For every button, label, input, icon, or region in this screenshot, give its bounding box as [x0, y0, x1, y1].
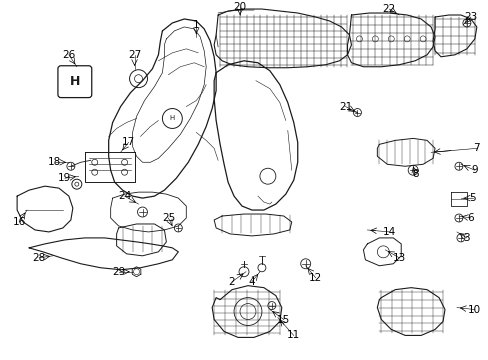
Text: 26: 26 — [62, 50, 75, 60]
Text: 21: 21 — [338, 102, 351, 112]
Text: H: H — [169, 116, 175, 121]
Text: 6: 6 — [467, 213, 473, 223]
Text: 4: 4 — [248, 277, 255, 287]
Text: 29: 29 — [112, 267, 125, 277]
Text: 8: 8 — [411, 169, 418, 179]
Text: 9: 9 — [470, 165, 477, 175]
Text: 23: 23 — [463, 12, 476, 22]
Text: 19: 19 — [58, 173, 71, 183]
Text: 17: 17 — [122, 138, 135, 147]
Text: 2: 2 — [228, 277, 235, 287]
Text: 27: 27 — [128, 50, 141, 60]
Text: 28: 28 — [32, 253, 45, 263]
Text: 5: 5 — [468, 193, 475, 203]
Text: 7: 7 — [472, 143, 479, 153]
Text: 16: 16 — [13, 217, 26, 227]
Text: 1: 1 — [193, 20, 199, 30]
Text: 20: 20 — [233, 2, 246, 12]
Text: 10: 10 — [468, 305, 481, 315]
Text: 13: 13 — [392, 253, 405, 263]
Text: 25: 25 — [162, 213, 175, 223]
Text: H: H — [69, 75, 80, 88]
Text: 11: 11 — [286, 330, 300, 341]
Text: 14: 14 — [382, 227, 395, 237]
Text: 15: 15 — [277, 315, 290, 324]
Text: 22: 22 — [382, 4, 395, 14]
Text: 24: 24 — [118, 191, 131, 201]
Text: 12: 12 — [308, 273, 322, 283]
Text: 18: 18 — [48, 157, 61, 167]
Text: 3: 3 — [463, 233, 469, 243]
